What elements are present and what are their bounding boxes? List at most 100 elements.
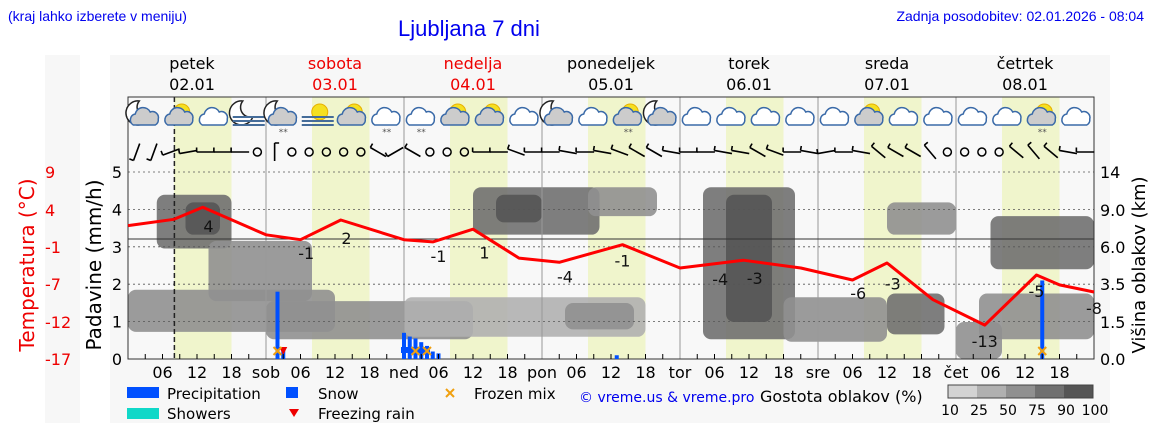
wind-barb-icon — [1058, 145, 1078, 155]
wind-barb-icon — [904, 143, 922, 158]
legend-density-label: 10 — [941, 403, 959, 419]
day-name: sreda — [865, 54, 909, 73]
cloud-snow-icon: ** — [371, 106, 401, 138]
wind-calm-icon — [442, 147, 452, 157]
precipitation-bar — [614, 355, 619, 359]
legend-density-swatch — [1035, 385, 1064, 398]
cloud-shape — [854, 106, 884, 126]
wind-barb-icon — [213, 147, 232, 153]
wind-calm-icon — [304, 147, 314, 157]
x-hour-label: 06 — [290, 363, 310, 382]
temp-axis-panel — [45, 55, 80, 423]
moon-cloud-icon — [539, 100, 574, 126]
precipitation-bar — [402, 332, 406, 359]
cloud-shape — [612, 106, 643, 126]
wind-barb-icon — [160, 148, 180, 156]
snowflakes: ** — [279, 128, 289, 138]
day-name: torek — [728, 54, 770, 73]
wind-barb-icon — [506, 144, 525, 156]
legend-freezing-rain-label: Freezing rain — [318, 405, 415, 423]
cloud-density-area — [726, 194, 772, 322]
temperature-label: -8 — [1086, 299, 1102, 318]
x-hour-label: 18 — [359, 363, 379, 382]
snowflakes: ** — [624, 128, 634, 138]
legend-density-label: 75 — [1028, 403, 1046, 419]
wind-calm-icon — [338, 147, 349, 157]
cloud-density-area — [783, 297, 887, 342]
legend-precip-label: Precipitation — [167, 385, 261, 403]
cloud-icon — [750, 106, 781, 126]
cloud-density-area — [565, 303, 634, 330]
x-hour-label: 12 — [463, 363, 483, 382]
cloud-shape — [716, 106, 746, 126]
precip-tick-label: 5 — [112, 163, 122, 182]
temp-axis-title: Temperatura (°C) — [15, 178, 39, 352]
x-hour-label: 18 — [635, 363, 655, 382]
cloud-icon — [509, 106, 539, 126]
wind-calm-icon — [287, 147, 297, 157]
legend-snow-label: Snow — [318, 385, 358, 403]
legend-density-title: Gostota oblakov (%) — [760, 387, 923, 406]
cloud-height-tick-label: 6.0 — [1100, 238, 1125, 257]
cloud-density-area — [588, 187, 657, 217]
x-hour-label: 18 — [911, 363, 931, 382]
legend-showers-swatch — [127, 408, 159, 419]
temperature-label: -1 — [298, 244, 314, 263]
x-hour-label: 18 — [221, 363, 241, 382]
temp-tick-label: -12 — [45, 313, 71, 332]
wind-barb-icon — [678, 147, 698, 153]
cloud-shape — [474, 106, 505, 126]
wind-barb-icon — [384, 146, 404, 158]
wind-calm-icon — [321, 147, 332, 157]
wind-barb-icon — [540, 147, 560, 153]
wind-barb-icon — [1075, 147, 1095, 153]
day-name: petek — [169, 54, 215, 73]
x-day-label: tor — [669, 363, 692, 382]
legend-frozen-mix-icon — [445, 388, 455, 398]
temp-tick-label: 4 — [45, 201, 55, 220]
x-day-label: čet — [944, 363, 969, 382]
cloud-icon — [785, 106, 815, 126]
legend-density-label: 90 — [1057, 403, 1075, 419]
cloud-shape — [957, 106, 988, 126]
freezing-rain-marker — [279, 347, 288, 355]
wind-barb-icon — [592, 145, 612, 155]
wind-barb-icon — [834, 147, 853, 153]
legend-density-swatch — [948, 385, 977, 398]
cloud-shape — [578, 106, 608, 126]
cloud-shape — [440, 106, 470, 126]
cloud-icon — [681, 106, 712, 126]
frozen-mix-marker — [410, 346, 421, 356]
last-updated: Zadnja posodobitev: 02.01.2026 - 08:04 — [896, 8, 1144, 24]
cloud-shape — [888, 106, 919, 126]
cloud-icon — [819, 106, 850, 126]
wind-calm-icon — [252, 147, 263, 157]
cloud-shape — [405, 106, 436, 126]
sun-cloud-icon — [854, 103, 884, 126]
precipitation-bar — [430, 351, 435, 359]
day-date: 06.01 — [726, 75, 772, 94]
snow-marker — [406, 347, 413, 353]
wind-calm-icon — [959, 147, 970, 157]
precip-tick-label: 4 — [112, 200, 122, 219]
cloud-shape — [923, 106, 953, 126]
temperature-label: 4 — [203, 217, 213, 236]
cloud-shape — [785, 106, 815, 126]
cloud-density-area — [887, 202, 956, 235]
cloud-icon — [578, 106, 608, 126]
temperature-label: -1 — [431, 247, 447, 266]
wind-calm-icon — [942, 147, 953, 157]
temperature-label: -5 — [1029, 282, 1045, 301]
precip-tick-label: 1 — [112, 313, 122, 332]
temperature-label: -3 — [885, 275, 901, 294]
cloud-shape — [681, 106, 712, 126]
x-day-label: pon — [527, 363, 557, 382]
cloud-shape — [1061, 106, 1091, 126]
moon-cloud-icon — [642, 100, 677, 126]
precip-tick-label: 2 — [112, 275, 122, 294]
wind-barb-icon — [489, 147, 508, 153]
cloud-icon — [1061, 106, 1091, 126]
wind-calm-icon — [977, 147, 987, 157]
precip-axis-title: Padavine (mm/h) — [82, 179, 106, 350]
